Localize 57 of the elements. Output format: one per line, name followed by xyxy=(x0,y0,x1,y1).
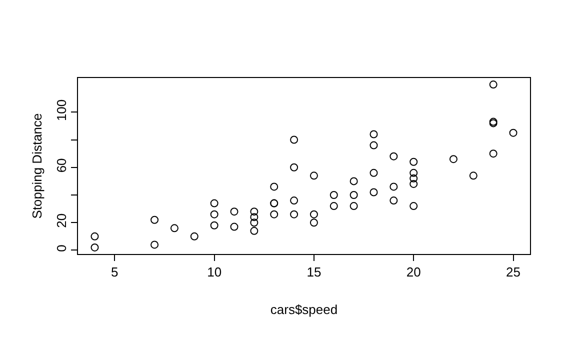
point xyxy=(290,136,298,144)
point xyxy=(509,128,518,137)
x-axis-title: cars$speed xyxy=(270,302,338,318)
point xyxy=(310,172,318,180)
point xyxy=(469,172,478,180)
point xyxy=(410,174,418,182)
point xyxy=(370,141,378,150)
point xyxy=(210,199,218,208)
point xyxy=(250,218,258,227)
point xyxy=(270,210,278,218)
point xyxy=(350,191,358,199)
y-tick-label: 0 xyxy=(54,244,69,252)
point xyxy=(370,188,378,196)
point xyxy=(390,196,398,205)
point xyxy=(410,180,418,188)
point xyxy=(230,208,238,216)
point xyxy=(370,168,378,177)
point xyxy=(150,216,159,224)
x-tick-label: 20 xyxy=(406,264,421,280)
point xyxy=(350,202,358,210)
point xyxy=(250,226,258,235)
point xyxy=(330,191,338,199)
point xyxy=(390,182,398,191)
point xyxy=(290,196,298,205)
point xyxy=(290,210,298,218)
point xyxy=(410,202,418,210)
point xyxy=(410,158,418,166)
point xyxy=(310,210,318,218)
point xyxy=(270,182,278,191)
point xyxy=(250,208,258,216)
point xyxy=(170,224,178,232)
point xyxy=(330,202,338,210)
point xyxy=(90,232,99,240)
point xyxy=(489,150,498,158)
x-tick-label: 5 xyxy=(111,264,118,280)
point xyxy=(210,221,218,230)
point xyxy=(150,240,159,249)
x-tick-label: 10 xyxy=(207,264,222,280)
point xyxy=(190,232,198,240)
point xyxy=(350,177,358,186)
y-tick-label: 100 xyxy=(54,99,69,122)
point xyxy=(370,130,378,138)
point xyxy=(250,213,258,222)
point xyxy=(449,155,458,164)
y-tick-label: 20 xyxy=(54,213,69,228)
point xyxy=(90,243,99,252)
point xyxy=(410,168,418,177)
x-tick-label: 15 xyxy=(306,264,322,280)
point xyxy=(489,80,498,89)
point xyxy=(390,152,398,160)
y-tick-label: 60 xyxy=(54,158,69,173)
point xyxy=(290,163,298,172)
y-axis-title: Stopping Distance xyxy=(30,113,45,219)
x-tick-label: 25 xyxy=(506,264,520,280)
point xyxy=(210,210,218,218)
point xyxy=(230,222,238,231)
point xyxy=(310,218,318,227)
